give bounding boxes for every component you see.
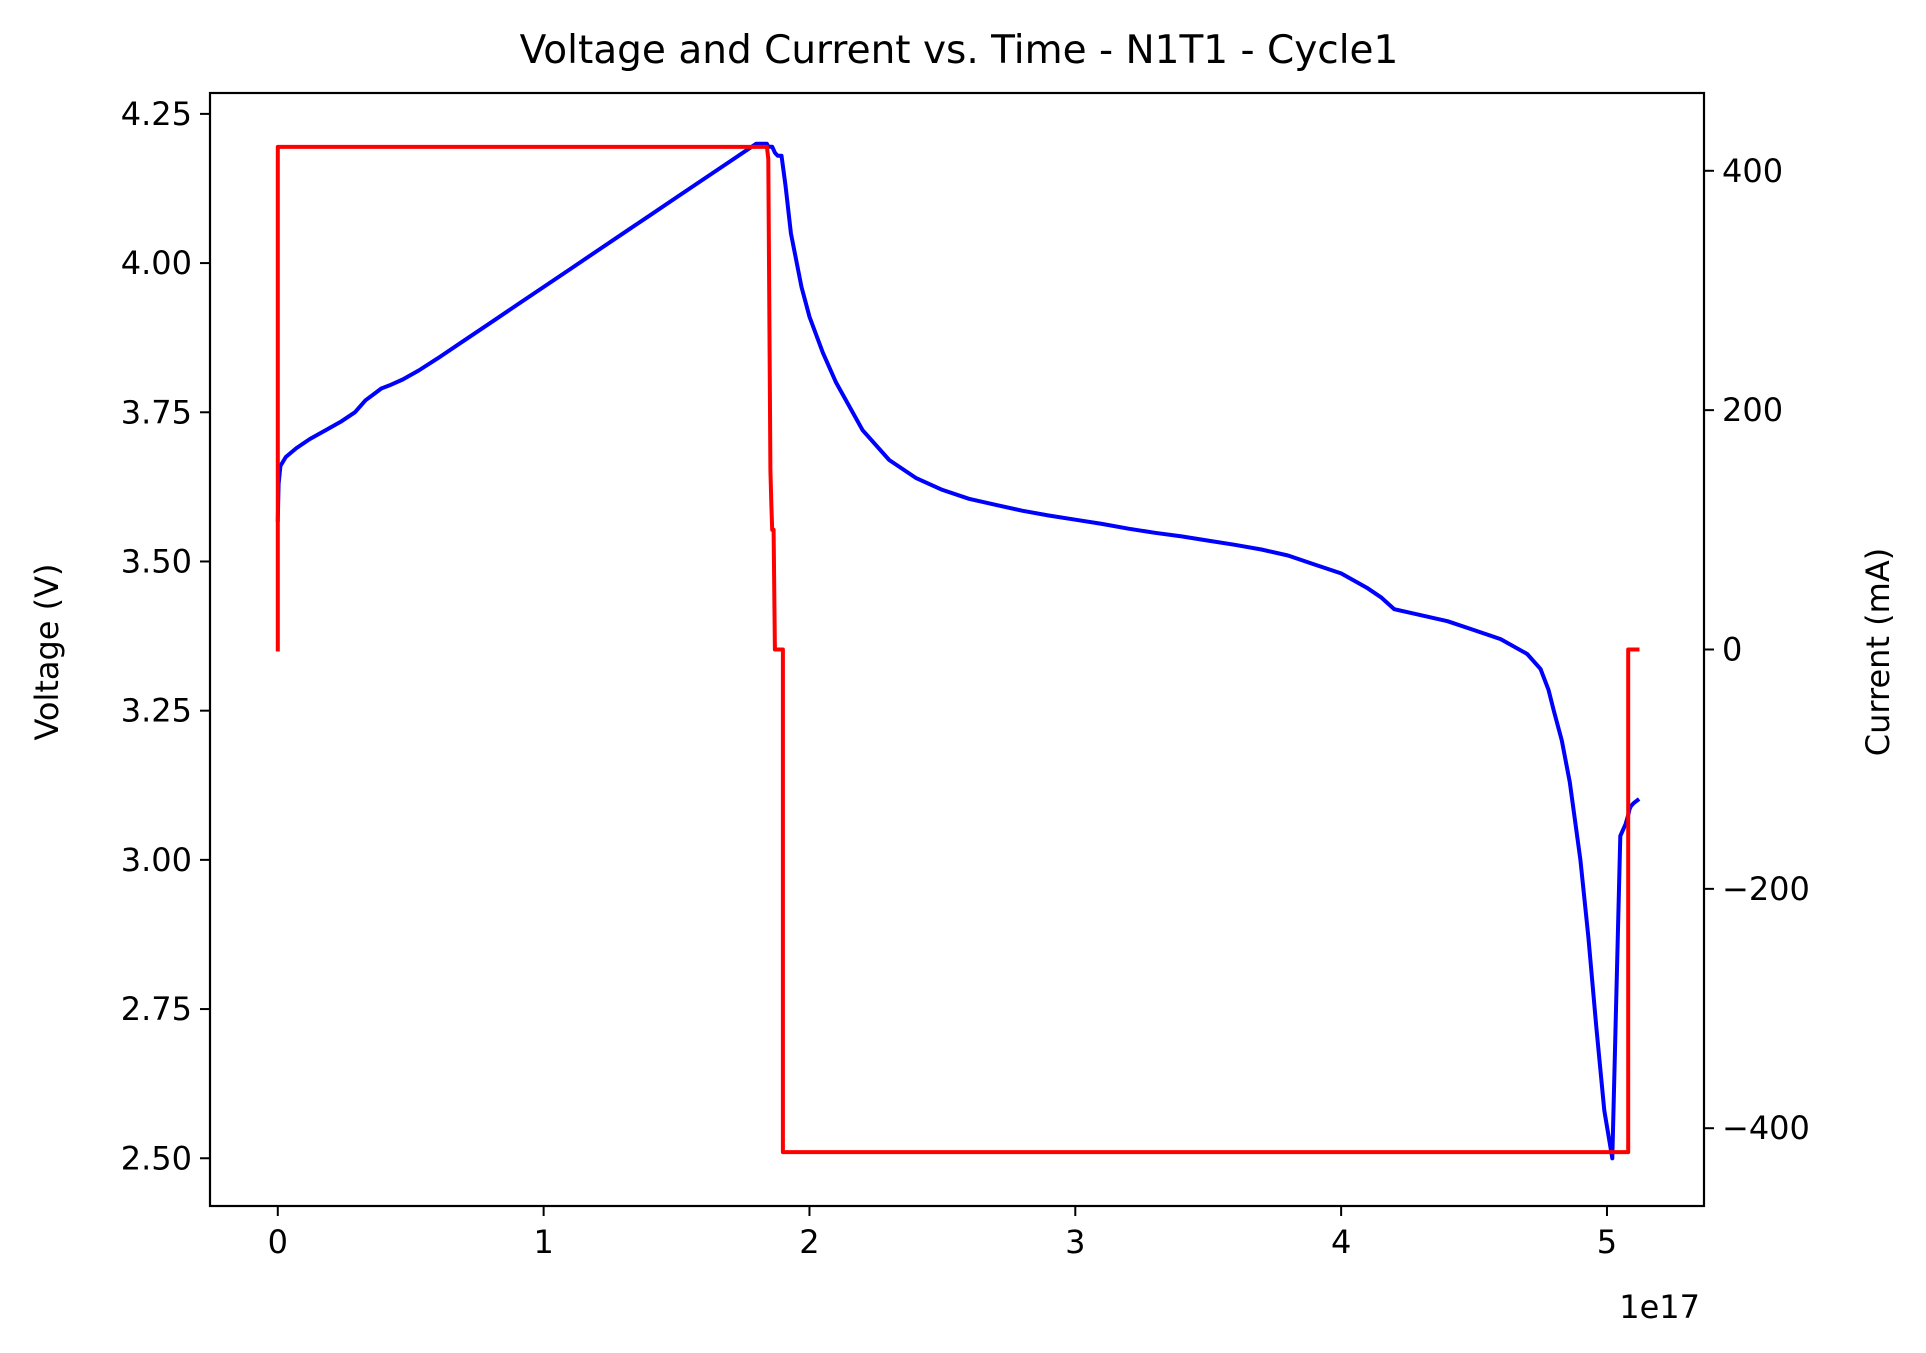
x-tick-label: 0 xyxy=(268,1223,288,1261)
right-y-tick-label: 0 xyxy=(1722,631,1742,669)
right-y-tick-label: 400 xyxy=(1722,152,1783,190)
left-y-tick-label: 3.75 xyxy=(121,393,192,431)
left-y-tick-label: 4.00 xyxy=(121,244,192,282)
x-tick-label: 4 xyxy=(1331,1223,1351,1261)
x-tick-label: 3 xyxy=(1065,1223,1085,1261)
axes-layer: 0 1 2 3 4 5 2.50 2.75 3.00 3.25 3.50 3.75 4.00 4.25 −4… xyxy=(121,91,1810,1261)
left-y-tick-label: 4.25 xyxy=(121,95,192,133)
x-axis-offset-label: 1e17 xyxy=(1619,1288,1700,1326)
left-y-tick-label: 3.25 xyxy=(121,692,192,730)
right-y-tick-label: −200 xyxy=(1722,870,1810,908)
left-y-tick-label: 2.75 xyxy=(121,990,192,1028)
left-y-tick-label: 3.50 xyxy=(121,542,192,580)
right-axis-label: Current (mA) xyxy=(1859,548,1897,756)
x-tick-label: 5 xyxy=(1597,1223,1617,1261)
series-layer xyxy=(275,141,1641,1161)
right-y-tick-label: 200 xyxy=(1722,391,1783,429)
x-tick-label: 1 xyxy=(533,1223,553,1261)
current-series-line xyxy=(275,144,1640,1155)
voltage-series-line xyxy=(275,141,1641,1161)
x-tick-label: 2 xyxy=(799,1223,819,1261)
right-y-tick-label: −400 xyxy=(1722,1109,1810,1147)
left-axis-label: Voltage (V) xyxy=(28,563,66,740)
chart-title: Voltage and Current vs. Time - N1T1 - Cy… xyxy=(520,28,1399,73)
left-y-tick-label: 2.50 xyxy=(121,1139,192,1177)
left-y-tick-label: 3.00 xyxy=(121,841,192,879)
